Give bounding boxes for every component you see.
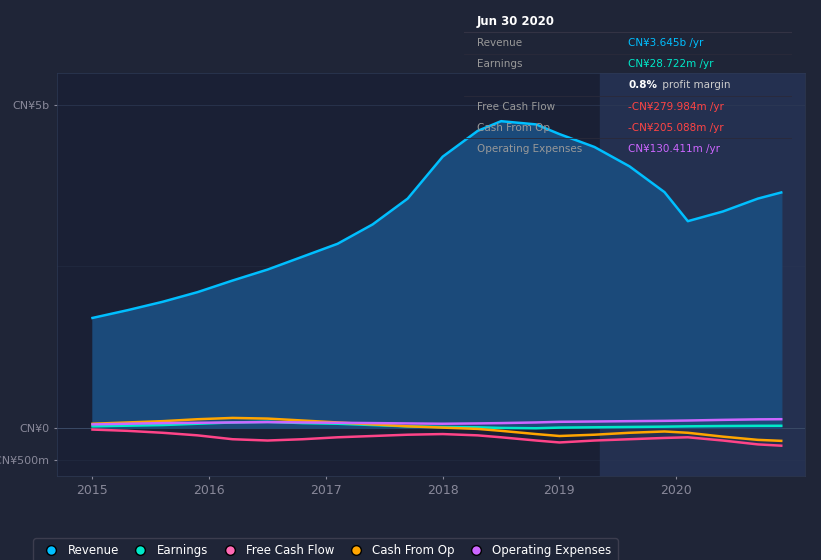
Legend: Revenue, Earnings, Free Cash Flow, Cash From Op, Operating Expenses: Revenue, Earnings, Free Cash Flow, Cash … xyxy=(34,538,617,560)
Text: Free Cash Flow: Free Cash Flow xyxy=(477,101,555,111)
Text: -CN¥205.088m /yr: -CN¥205.088m /yr xyxy=(628,123,723,133)
Text: Operating Expenses: Operating Expenses xyxy=(477,144,582,154)
Text: CN¥3.645b /yr: CN¥3.645b /yr xyxy=(628,38,704,48)
Text: -CN¥279.984m /yr: -CN¥279.984m /yr xyxy=(628,101,724,111)
Text: Revenue: Revenue xyxy=(477,38,522,48)
Text: Earnings: Earnings xyxy=(477,59,522,69)
Text: Jun 30 2020: Jun 30 2020 xyxy=(477,15,555,29)
Text: profit margin: profit margin xyxy=(659,81,731,90)
Bar xyxy=(600,73,805,476)
Text: CN¥130.411m /yr: CN¥130.411m /yr xyxy=(628,144,720,154)
Text: 0.8%: 0.8% xyxy=(628,81,657,90)
Text: CN¥28.722m /yr: CN¥28.722m /yr xyxy=(628,59,713,69)
Text: Cash From Op: Cash From Op xyxy=(477,123,550,133)
